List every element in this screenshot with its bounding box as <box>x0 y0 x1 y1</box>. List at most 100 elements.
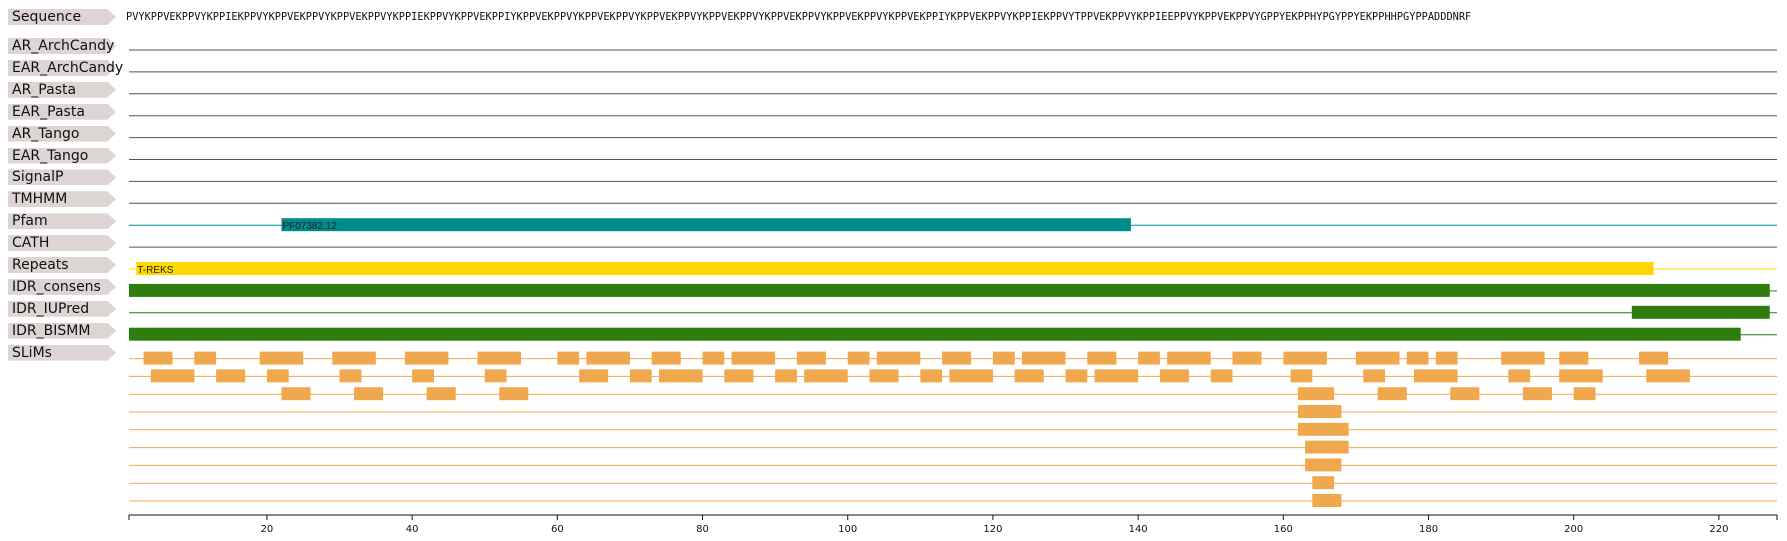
slim-motif <box>1283 351 1327 365</box>
slim-motif <box>1232 351 1262 365</box>
track-label-ar_pasta: AR_Pasta <box>8 81 116 98</box>
slim-motif <box>1508 369 1531 383</box>
idr-bismm-region <box>129 327 1741 341</box>
track-label-text: EAR_Tango <box>12 147 89 164</box>
track-label-text: SignalP <box>12 169 64 186</box>
track-label-ear_archcandy: EAR_ArchCandy <box>8 59 123 76</box>
slim-motif <box>1087 351 1117 365</box>
track-label-text: SLiMs <box>12 344 52 361</box>
slim-motif <box>1065 369 1088 383</box>
repeat-region-label: T-REKS <box>137 265 173 276</box>
slim-motif <box>1646 369 1690 383</box>
slim-motif <box>876 351 921 365</box>
slim-motif <box>216 369 246 383</box>
slim-motif <box>775 369 797 383</box>
sequence-label: Sequence <box>8 9 116 25</box>
x-axis-tick-label: 20 <box>261 524 274 535</box>
slim-motif <box>651 351 681 365</box>
slim-motif <box>1297 422 1349 436</box>
slim-motif <box>1435 351 1458 365</box>
track-label-ear_tango: EAR_Tango <box>8 147 116 164</box>
slim-motif <box>586 351 630 365</box>
slim-motif <box>557 351 580 365</box>
idr-iupred-region <box>1631 305 1770 319</box>
track-label-cath: CATH <box>8 235 116 252</box>
x-axis-tick-label: 100 <box>838 524 857 535</box>
track-label-text: AR_ArchCandy <box>12 38 115 54</box>
track-label-slims: SLiMs <box>8 344 116 361</box>
slim-motif <box>477 351 522 365</box>
track-label-signalp: SignalP <box>8 169 116 186</box>
idr-consens-region <box>129 283 1770 297</box>
slim-motif <box>1377 387 1407 401</box>
track-label-idr_iupred: IDR_IUPred <box>8 300 116 317</box>
slim-motif <box>1305 440 1349 454</box>
slim-motif <box>404 351 449 365</box>
slim-motif <box>1406 351 1429 365</box>
slim-motif <box>724 369 754 383</box>
slim-motif <box>1305 458 1342 472</box>
x-axis-tick-label: 40 <box>406 524 419 535</box>
track-label-text: IDR_IUPred <box>12 300 90 317</box>
track-label-text: CATH <box>12 235 50 252</box>
slim-motif <box>1159 369 1189 383</box>
slim-motif <box>1501 351 1545 365</box>
x-axis-tick-label: 80 <box>696 524 709 535</box>
slim-motif <box>1414 369 1458 383</box>
slim-motif <box>942 351 972 365</box>
track-label-text: AR_Pasta <box>12 81 77 98</box>
slim-motif <box>281 387 311 401</box>
slim-motif <box>1559 369 1603 383</box>
slim-motif <box>194 351 217 365</box>
x-axis-tick-label: 120 <box>983 524 1002 535</box>
slim-motif <box>869 369 899 383</box>
pfam-domain-label: PF07382.12 <box>282 221 337 232</box>
sequence-text: PVYKPPVEKPPVYKPPIEKPPVYKPPVEKPPVYKPPVEKP… <box>126 11 1472 23</box>
slim-motif <box>339 369 362 383</box>
track-label-text: EAR_Pasta <box>12 103 85 120</box>
slim-motif <box>1021 351 1066 365</box>
slim-motif <box>920 369 943 383</box>
x-axis-tick-label: 200 <box>1564 524 1583 535</box>
track-label-ar_archcandy: AR_ArchCandy <box>8 38 116 54</box>
track-label-repeats: Repeats <box>8 257 116 273</box>
pfam-domain <box>281 218 1131 232</box>
track-label-idr_consens: IDR_consens <box>8 278 116 295</box>
slim-motif <box>1312 476 1335 490</box>
slim-motif <box>702 351 725 365</box>
track-label-text: IDR_consens <box>12 278 101 295</box>
slim-motif <box>1094 369 1139 383</box>
slim-motif <box>150 369 195 383</box>
slim-motif <box>426 387 456 401</box>
repeat-region <box>136 262 1654 275</box>
slim-motif <box>1138 351 1160 365</box>
x-axis-tick-label: 220 <box>1709 524 1728 535</box>
track-label-text: TMHMM <box>12 191 68 208</box>
slim-motif <box>1297 387 1335 401</box>
slim-motif <box>332 351 376 365</box>
slim-motif <box>354 387 384 401</box>
slim-motif <box>629 369 652 383</box>
slim-motif <box>499 387 529 401</box>
slim-motif <box>949 369 993 383</box>
slim-motif <box>579 369 609 383</box>
track-label-text: Pfam <box>12 213 48 230</box>
slim-motif <box>1312 494 1342 507</box>
slim-motif <box>796 351 826 365</box>
slim-motif <box>731 351 776 365</box>
slim-motif <box>1450 387 1480 401</box>
slim-motif <box>658 369 703 383</box>
slim-motif <box>1363 369 1385 383</box>
slim-motif <box>143 351 173 365</box>
slim-motif <box>1297 405 1342 418</box>
slim-motif <box>1210 369 1233 383</box>
track-label-text: IDR_BISMM <box>12 322 91 339</box>
slim-motif <box>1639 351 1669 365</box>
x-axis-tick-label: 140 <box>1129 524 1148 535</box>
track-label-ear_pasta: EAR_Pasta <box>8 103 116 120</box>
slim-motif <box>1355 351 1400 365</box>
slim-motif <box>484 369 507 383</box>
track-label-text: Repeats <box>12 257 69 273</box>
